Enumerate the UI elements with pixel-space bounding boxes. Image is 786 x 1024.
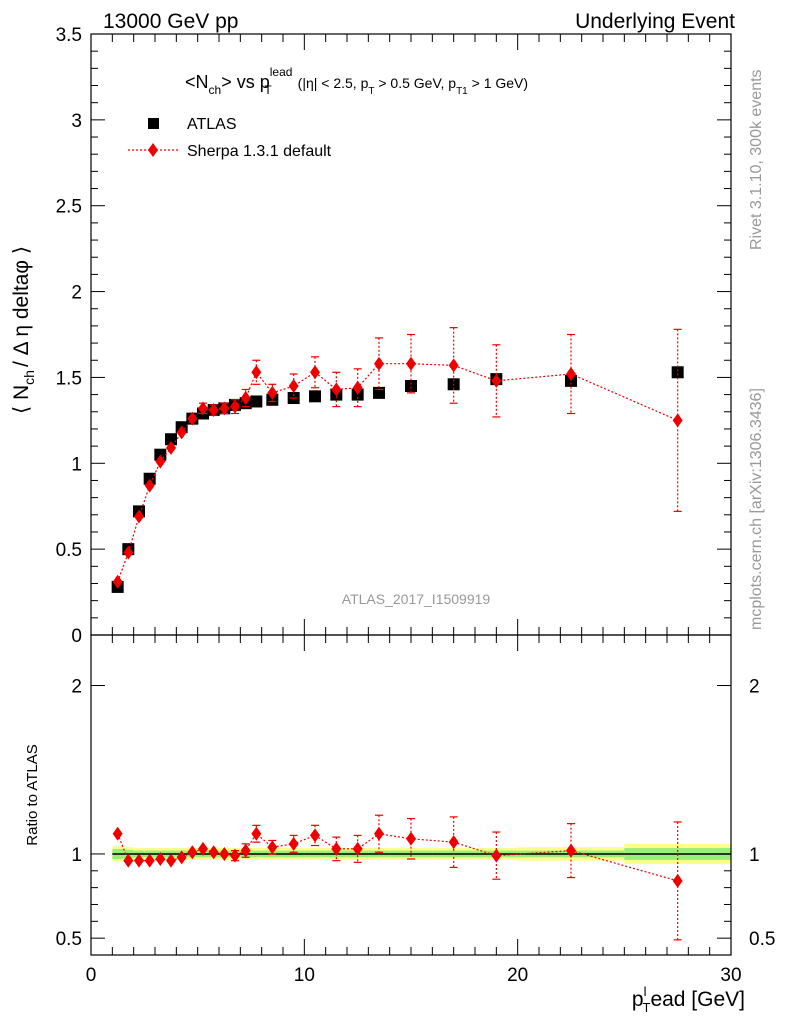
- main-series-layer: [111, 327, 684, 593]
- ratio-ytick-label-right: 2: [749, 677, 760, 698]
- main-ytick-label: 1.5: [56, 368, 82, 389]
- sherpa-point: [566, 366, 576, 381]
- ratio-ylabel: Ratio to ATLAS: [24, 744, 41, 845]
- main-ytick-label: 3.5: [56, 25, 82, 46]
- header-right: Underlying Event: [575, 10, 735, 33]
- ratio-sherpa-point: [198, 841, 208, 856]
- main-title: <Nch> vs plead T (|η| < 2.5, pT > 0.5 GeV…: [185, 65, 528, 97]
- main-panel: 0 0.5 1 1.5 2 2.5 3 3.5 <Nch> vs plead T (|η| < …: [10, 25, 732, 647]
- ratio-frame: [90, 634, 732, 956]
- ratio-ytick-label-right: 1: [749, 845, 760, 866]
- legend-atlas-label: ATLAS: [187, 116, 237, 133]
- sherpa-point: [134, 509, 144, 524]
- sherpa-point: [123, 545, 134, 560]
- ratio-sherpa-point: [155, 852, 166, 866]
- ratio-sherpa-point: [491, 848, 502, 863]
- ratio-axis-ticks: 0.5 0.51 12 20 10 20 30: [56, 635, 775, 986]
- ratio-sherpa-point: [374, 826, 384, 841]
- legend: ATLAS Sherpa 1.3.1 default: [128, 116, 332, 160]
- sherpa-point: [198, 401, 208, 416]
- sherpa-point: [352, 380, 363, 395]
- sherpa-point: [374, 356, 384, 371]
- ratio-sherpa-point: [176, 850, 187, 865]
- rivet-label: Rivet 3.1.10, 300k events: [748, 69, 765, 250]
- sherpa-line: [117, 363, 678, 582]
- ratio-sherpa-point: [406, 831, 416, 846]
- ratio-sherpa-point: [240, 843, 251, 858]
- sherpa-point: [251, 365, 262, 380]
- ratio-ytick-label-left: 0.5: [56, 929, 82, 950]
- atlas-point: [405, 380, 417, 393]
- ratio-sherpa-point: [310, 828, 320, 843]
- atlas-point: [165, 433, 177, 446]
- ratio-sherpa-point: [566, 843, 576, 858]
- ratio-xtick-label: 20: [507, 965, 528, 986]
- ratio-panel: 0.5 0.51 12 20 10 20 30 Ratio to ATLAS pl Tead …: [24, 634, 775, 1015]
- main-ytick-label: 3: [71, 111, 82, 132]
- mcplots-label: mcplots.cern.ch [arXiv:1306.3436]: [748, 388, 765, 630]
- ratio-ytick-label-left: 2: [71, 677, 82, 698]
- ratio-sherpa-point: [230, 848, 240, 863]
- sherpa-point: [310, 365, 320, 380]
- legend-sherpa-marker: [148, 143, 158, 157]
- sherpa-point: [219, 401, 230, 416]
- atlas-point: [373, 386, 385, 399]
- ratio-sherpa-point: [112, 826, 123, 841]
- ratio-sherpa-point: [134, 853, 144, 868]
- main-ytick-label: 2: [71, 283, 82, 304]
- sherpa-point: [491, 373, 502, 388]
- sherpa-point: [176, 425, 187, 440]
- main-ytick-label: 1: [71, 454, 82, 475]
- sherpa-point: [267, 385, 278, 400]
- ratio-sherpa-point: [251, 826, 262, 841]
- sherpa-point: [187, 411, 198, 426]
- header-left: 13000 GeV pp: [103, 10, 238, 33]
- ratio-ytick-label-left: 1: [71, 845, 82, 866]
- main-ytick-label: 0: [71, 626, 82, 647]
- ratio-sherpa-point: [123, 853, 134, 868]
- sherpa-point: [406, 356, 416, 371]
- atlas-point: [250, 395, 263, 408]
- watermark: ATLAS_2017_I1509919: [342, 591, 491, 607]
- sherpa-point: [230, 399, 240, 414]
- main-ylabel: ⟨ Nch/ Δ η deltaφ ⟩: [10, 246, 37, 414]
- ratio-xtick-label: 10: [294, 965, 315, 986]
- ratio-sherpa-point: [672, 873, 683, 888]
- legend-atlas-marker: [148, 118, 159, 129]
- ratio-xtick-label: 0: [86, 965, 97, 986]
- ratio-sherpa-point: [267, 840, 278, 855]
- ratio-series-layer: [112, 814, 683, 941]
- atlas-point: [309, 390, 321, 403]
- sherpa-point: [672, 413, 683, 428]
- sherpa-point: [208, 403, 219, 418]
- main-ytick-label: 2.5: [56, 197, 82, 218]
- sherpa-point: [288, 379, 299, 394]
- legend-sherpa-label: Sherpa 1.3.1 default: [187, 143, 332, 160]
- ratio-sherpa-point: [144, 853, 155, 868]
- ratio-ytick-label-right: 0.5: [749, 929, 775, 950]
- ratio-sherpa-point: [166, 853, 176, 868]
- ratio-sherpa-point: [208, 845, 219, 860]
- ratio-sherpa-point: [187, 845, 198, 860]
- atlas-point: [671, 366, 684, 379]
- ratio-xlabel: pl Tead [GeV]: [632, 984, 745, 1015]
- ratio-sherpa-point: [448, 835, 459, 850]
- sherpa-point: [448, 358, 459, 373]
- sherpa-point: [331, 382, 342, 397]
- ratio-sherpa-point: [352, 841, 363, 856]
- sherpa-point: [144, 478, 155, 493]
- ratio-sherpa-point: [331, 841, 342, 856]
- ratio-xtick-label: 30: [720, 965, 741, 986]
- sherpa-point: [166, 440, 176, 455]
- ratio-sherpa-point: [219, 846, 230, 861]
- main-ytick-label: 0.5: [56, 540, 82, 561]
- sherpa-point: [240, 391, 251, 406]
- sherpa-point: [112, 574, 123, 589]
- ratio-sherpa-point: [288, 836, 299, 851]
- sherpa-point: [155, 454, 166, 469]
